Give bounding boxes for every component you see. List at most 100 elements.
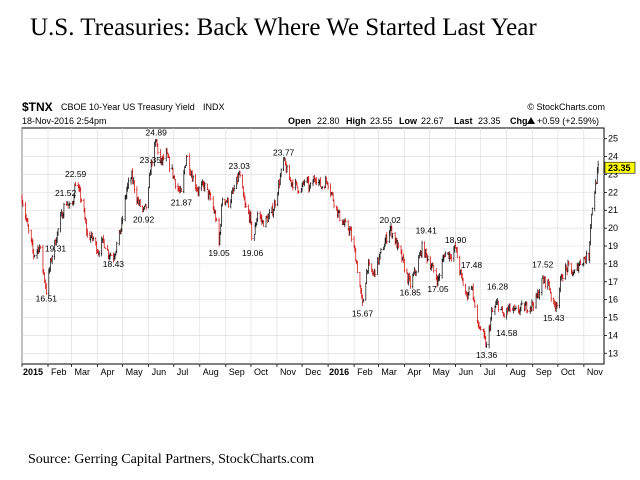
ohlc-bar xyxy=(562,274,564,282)
last-price-marker: 23.35 xyxy=(604,161,636,174)
ohlc-bar xyxy=(286,164,288,173)
extreme-label: 17.48 xyxy=(461,260,483,270)
ohlc-bar xyxy=(86,228,89,238)
ohlc-bar xyxy=(297,190,300,194)
ohlc-bar xyxy=(397,242,400,249)
ohlc-bar xyxy=(573,269,576,274)
extreme-label: 16.51 xyxy=(36,294,58,304)
ohlc-bar xyxy=(374,269,376,278)
y-tick-label: 24 xyxy=(608,152,618,162)
ohlc-bar xyxy=(180,187,183,193)
extreme-label: 16.85 xyxy=(400,287,422,297)
ohlc-bar xyxy=(121,215,124,225)
ohlc-bar xyxy=(262,220,265,227)
ohlc-bar xyxy=(364,282,367,301)
chg-label: Chg xyxy=(510,116,528,126)
ohlc-bar xyxy=(245,202,247,208)
ohlc-bar xyxy=(32,249,35,260)
ohlc-bar xyxy=(597,160,600,174)
ticker-symbol: $TNX xyxy=(22,100,53,114)
ohlc-bar xyxy=(220,203,223,227)
extreme-label: 15.43 xyxy=(543,313,565,323)
open-label: Open xyxy=(288,116,311,126)
ohlc-bar xyxy=(550,291,553,302)
ohlc-bar xyxy=(268,209,271,220)
low-value: 22.67 xyxy=(421,116,444,126)
ohlc-bar xyxy=(556,302,558,309)
ohlc-bar xyxy=(338,209,341,222)
ohlc-bar xyxy=(579,259,582,265)
ohlc-bar xyxy=(538,288,541,300)
x-axis: 2015 Feb Mar Apr May Jun Jul Aug Sep Oct Nov Dec 201… xyxy=(21,364,604,377)
x-tick-label: 2016 xyxy=(329,367,349,377)
ohlc-bar xyxy=(591,207,594,216)
extreme-label: 17.52 xyxy=(532,259,554,269)
ohlc-bar xyxy=(33,254,36,258)
ohlc-bar xyxy=(63,202,65,218)
ohlc-bar xyxy=(415,270,418,277)
extreme-label: 17.05 xyxy=(427,284,449,294)
ohlc-bar xyxy=(485,341,488,348)
y-tick-label: 14 xyxy=(608,330,618,340)
x-tick-label: May xyxy=(433,367,451,377)
extreme-label: 13.36 xyxy=(476,350,498,360)
ohlc-bar xyxy=(391,233,394,239)
extreme-label: 20.02 xyxy=(380,215,402,225)
ohlc-bar xyxy=(409,275,412,290)
last-label: Last xyxy=(454,116,473,126)
ohlc-bar xyxy=(456,246,459,258)
ohlc-bar xyxy=(92,236,95,241)
ohlc-bar xyxy=(593,191,596,212)
ohlc-bar xyxy=(256,211,259,222)
y-tick-label: 22 xyxy=(608,187,618,197)
ohlc-bar xyxy=(250,221,253,241)
x-tick-label: Nov xyxy=(587,367,604,377)
x-tick-label: Apr xyxy=(407,367,421,377)
extreme-label: 18.43 xyxy=(103,259,125,269)
ohlc-bar xyxy=(227,197,230,208)
ohlc-bar xyxy=(354,248,357,262)
ohlc-bar xyxy=(174,179,177,189)
ohlc-bar xyxy=(479,326,482,331)
ohlc-bar xyxy=(156,143,159,155)
y-tick-label: 13 xyxy=(608,348,618,358)
ohlc-bar xyxy=(186,155,189,157)
ohlc-bar xyxy=(233,184,236,192)
ohlc-bar xyxy=(491,307,494,313)
x-tick-label: Oct xyxy=(561,367,576,377)
ohlc-bar xyxy=(380,248,382,254)
ohlc-bar xyxy=(438,273,441,281)
extreme-label: 18.90 xyxy=(445,235,467,245)
y-tick-label: 15 xyxy=(608,313,618,323)
ohlc-bar xyxy=(309,182,312,189)
ohlc-bar xyxy=(39,245,42,249)
ohlc-bar xyxy=(544,276,547,289)
ohlc-bar xyxy=(147,186,150,209)
ohlc-bar xyxy=(145,203,148,211)
chg-value: +0.59 (+2.59%) xyxy=(537,116,599,126)
ohlc-bar xyxy=(368,259,371,267)
ticker-description: CBOE 10-Year US Treasury Yield xyxy=(61,102,195,112)
ohlc-bar xyxy=(473,299,476,309)
ohlc-bar xyxy=(109,253,112,256)
x-tick-label: Mar xyxy=(381,367,397,377)
ohlc-bar xyxy=(274,200,277,208)
x-tick-label: Nov xyxy=(280,367,297,377)
y-tick-label: 21 xyxy=(608,205,618,215)
ohlc-bar xyxy=(221,197,224,207)
ohlc-bar xyxy=(497,300,500,312)
y-tick-label: 20 xyxy=(608,223,618,233)
ohlc-bar xyxy=(541,278,543,296)
ohlc-bar xyxy=(585,250,588,265)
ohlc-bar xyxy=(67,204,70,209)
ohlc-bar xyxy=(51,255,54,265)
y-tick-label: 23 xyxy=(608,169,618,179)
page-title: U.S. Treasuries: Back Where We Started L… xyxy=(30,14,537,41)
x-tick-label: Aug xyxy=(510,367,526,377)
y-tick-label: 19 xyxy=(608,241,618,251)
ohlc-bar xyxy=(344,218,347,223)
ohlc-bar xyxy=(303,179,306,187)
ohlc-bar xyxy=(503,312,506,319)
ohlc-bar xyxy=(315,177,318,186)
